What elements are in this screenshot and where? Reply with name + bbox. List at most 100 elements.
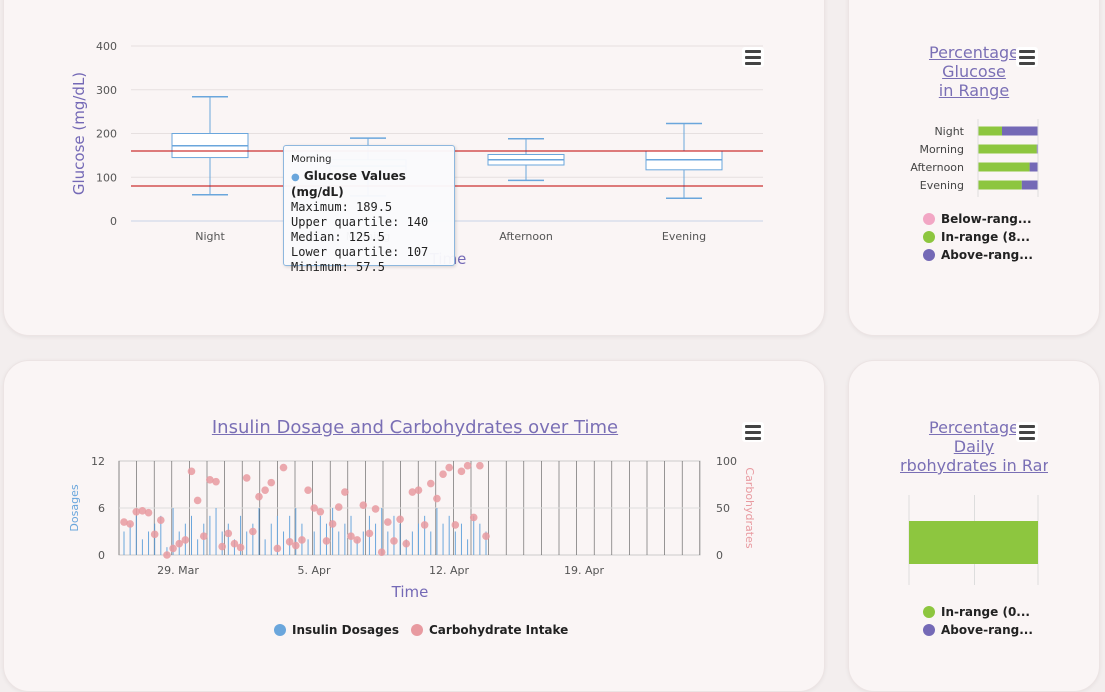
carb-intake-point [408,488,417,496]
boxplot-menu-button[interactable] [742,47,764,67]
category-label: Evening [920,179,964,192]
tooltip-series: ● Glucose Values (mg/dL) [291,169,406,199]
legend-insulin-dot [274,624,286,636]
left-tick-label: 12 [91,455,105,468]
glucose-range-title-line2: Glucose [942,62,1006,81]
carb-intake-point [224,529,233,538]
tooltip-upper-quartile: Upper quartile: 140 [291,215,429,229]
y-tick-label: 100 [96,171,117,184]
glucose-range-title[interactable]: Percentage Glucose in Range [905,43,1043,100]
carb-intake-point [144,508,153,517]
carb-intake-point [433,494,441,503]
tooltip-median: Median: 125.5 [291,230,385,244]
category-label: Afternoon [910,161,964,174]
daily-carbs-title[interactable]: Percentage Daily rbohydrates in Rar [900,418,1048,475]
carb-intake-point [285,538,294,546]
x-tick-label: Night [195,230,225,243]
range-bar-segment [978,162,1030,172]
legend-below-label: Below-rang... [941,212,1032,226]
carb-intake-point [353,536,361,544]
legend-above-range[interactable]: Above-rang... [923,248,1033,262]
y-tick-label: 200 [96,128,117,141]
right-axis-title: Carbohydrates [743,467,756,548]
carb-intake-point [334,503,343,511]
glucose-range-menu-button[interactable] [1016,47,1038,67]
carb-intake-point [304,486,312,494]
daily-carbs-menu-button[interactable] [1016,422,1038,442]
range-bar-segment [1036,144,1038,154]
x-tick-label: Afternoon [499,230,553,243]
legend-carbs-label: Carbohydrate Intake [429,623,569,637]
carb-intake-point [384,518,392,526]
range-bar-segment [1021,180,1038,190]
carb-intake-point [396,515,404,524]
carb-intake-point [187,467,196,476]
carb-intake-point [273,544,282,553]
carb-intake-point [439,470,447,478]
tooltip-lower-quartile: Lower quartile: 107 [291,245,429,259]
right-tick-label: 100 [716,455,737,468]
carb-intake-point [298,536,306,544]
carb-intake-point [138,507,147,515]
carb-intake-point [457,467,466,476]
carb-intake-point [163,551,171,559]
range-bar-segment [978,180,1022,190]
carb-intake-point [476,461,484,470]
carb-intake-point [249,527,257,536]
legend-daily-in-range[interactable]: In-range (0... [923,605,1030,619]
x-tick-label: 5. Apr [297,564,330,577]
carb-intake-point [261,486,269,494]
carb-intake-point [126,520,134,528]
range-bar-segment [978,126,1002,136]
carb-intake-point [230,539,239,548]
legend-below-range[interactable]: Below-rang... [923,212,1032,226]
legend-daily-above-range[interactable]: Above-rang... [923,623,1033,637]
carb-intake-point [402,539,411,548]
carb-intake-point [445,463,453,472]
carb-intake-point [322,537,331,545]
daily-carbs-title-line2: Daily [953,437,995,456]
insulin-carbs-title[interactable]: Insulin Dosage and Carbohydrates over Ti… [211,417,619,438]
tooltip-series-name: Glucose Values (mg/dL) [291,169,406,199]
legend-above-dot [923,249,935,261]
carb-intake-point [341,488,349,496]
x-axis-title: Time [391,583,429,601]
carb-intake-point [365,529,374,538]
category-label: Morning [919,143,964,156]
carb-intake-point [132,507,141,516]
carb-intake-point [377,548,386,556]
glucose-range-card [848,0,1100,336]
carb-intake-point [347,532,355,540]
legend-daily-in-range-label: In-range (0... [941,605,1030,619]
carb-intake-point [359,501,368,509]
carb-intake-point [482,532,490,540]
carb-intake-point [463,461,472,470]
legend-insulin[interactable]: Insulin Dosages [274,623,399,637]
left-axis-title: Dosages [68,484,81,531]
category-label: Night [934,125,964,138]
legend-in-range-label: In-range (8... [941,230,1030,244]
y-tick-label: 0 [110,215,117,228]
insulin-carbs-chart: 0 6 12 0 50 100 Dosages Carbohydrates 29. Mar 5. … [68,455,756,601]
y-axis-title: Glucose (mg/dL) [70,72,88,195]
legend-carbs-dot [411,624,423,636]
insulin-carbs-card [3,360,825,692]
carb-intake-point [414,486,423,494]
carb-intake-point [150,530,159,539]
carb-intake-point [255,492,263,501]
carb-intake-point [310,504,319,512]
legend-carbs[interactable]: Carbohydrate Intake [411,623,568,637]
carb-intake-point [371,505,380,513]
carb-intake-point [390,537,398,545]
legend-in-range-dot [923,231,935,243]
glucose-range-title-line1: Percentage [928,43,1019,62]
carb-intake-point [120,518,128,526]
carb-intake-point [316,507,325,516]
daily-carbs-chart [908,495,1039,585]
carb-intake-point [242,474,251,482]
carb-intake-point [212,477,220,486]
carb-intake-point [157,516,165,525]
legend-in-range[interactable]: In-range (8... [923,230,1030,244]
glucose-range-title-line3: in Range [938,81,1010,100]
insulin-carbs-menu-button[interactable] [742,422,764,442]
